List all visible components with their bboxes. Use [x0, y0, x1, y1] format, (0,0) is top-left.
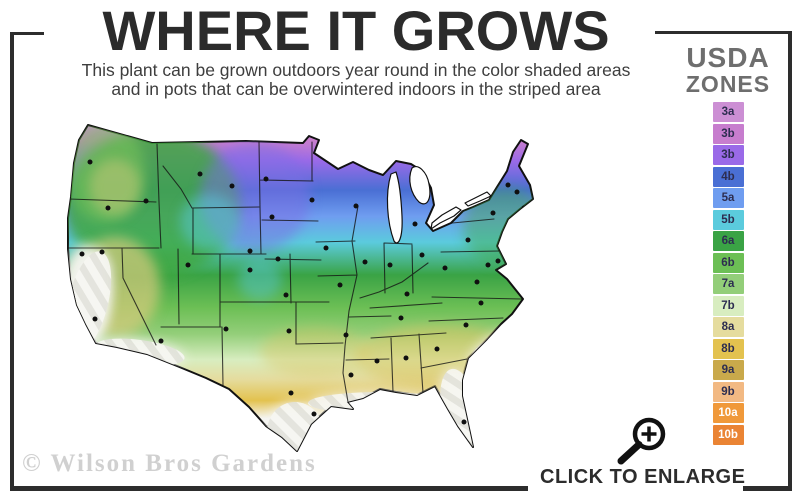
frame-right-border	[788, 31, 792, 490]
location-dot	[403, 355, 409, 361]
zone-swatch-7a: 7a	[712, 274, 744, 294]
location-dot	[247, 248, 253, 254]
great-lakes	[386, 166, 492, 244]
location-dot	[92, 316, 98, 322]
location-dot	[419, 252, 425, 258]
location-dot	[478, 300, 484, 306]
zone-swatch-3a: 3a	[712, 102, 744, 122]
zone-swatch-4b: 4b	[712, 166, 744, 187]
zone-swatch-8b: 8b	[712, 338, 744, 359]
location-dot	[269, 214, 275, 220]
watermark: © Wilson Bros Gardens	[22, 450, 317, 477]
location-dot	[465, 237, 471, 243]
location-dot	[197, 171, 203, 177]
usda-zones-map[interactable]	[60, 112, 640, 462]
location-dot	[99, 249, 105, 255]
location-dot	[404, 291, 410, 297]
location-dot	[505, 182, 511, 188]
zone-swatch-9a: 9a	[712, 360, 744, 380]
location-dot	[398, 315, 404, 321]
location-dot	[514, 189, 520, 195]
location-dot	[263, 176, 269, 182]
location-dot	[323, 245, 329, 251]
frame-left-border	[10, 32, 14, 490]
location-dot	[185, 262, 191, 268]
frame-top-left-segment	[10, 32, 44, 35]
location-dot	[286, 328, 292, 334]
frame-bottom-left-segment	[10, 486, 528, 491]
subtitle-line-2: and in pots that can be overwintered ind…	[111, 79, 601, 99]
location-dot	[105, 205, 111, 211]
click-to-enlarge-button[interactable]: CLICK TO ENLARGE	[540, 466, 746, 488]
zone-swatch-6b: 6b	[712, 252, 744, 273]
location-dot	[143, 198, 149, 204]
location-dot	[223, 326, 229, 332]
zone-swatch-10b: 10b	[712, 424, 744, 445]
location-dot	[343, 332, 349, 338]
location-dot	[495, 258, 501, 264]
location-dot	[337, 282, 343, 288]
subtitle-line-1: This plant can be grown outdoors year ro…	[81, 60, 631, 80]
magnifier-plus-icon[interactable]	[612, 408, 672, 468]
location-dot	[374, 358, 380, 364]
frame-bottom-right-segment	[743, 486, 792, 491]
zone-swatch-3b: 3b	[712, 145, 744, 165]
lake-huron	[409, 166, 431, 205]
location-dot	[229, 183, 235, 189]
location-dot	[288, 390, 294, 396]
zone-swatch-6a: 6a	[712, 231, 744, 251]
location-dot	[463, 322, 469, 328]
location-dot	[353, 203, 359, 209]
location-dot	[283, 292, 289, 298]
legend-title-usda: USDA	[686, 42, 770, 73]
location-dot	[362, 259, 368, 265]
page-title: WHERE IT GROWS	[102, 0, 610, 62]
location-dot	[461, 419, 467, 425]
zone-swatch-8a: 8a	[712, 317, 744, 337]
location-dot	[348, 372, 354, 378]
location-dot	[309, 197, 315, 203]
zone-swatch-3b: 3b	[712, 123, 744, 144]
location-dot	[275, 256, 281, 262]
location-dot	[509, 218, 515, 224]
location-dot	[434, 346, 440, 352]
zone-swatch-5a: 5a	[712, 188, 744, 208]
location-dot	[442, 265, 448, 271]
location-dot	[387, 262, 393, 268]
zone-swatch-7b: 7b	[712, 295, 744, 316]
usda-zones-legend: USDA ZONES 3a 3b 3b 4b 5a 5b 6a 6b 7a 7b 8a 8b 9a 9b 1…	[668, 44, 788, 445]
legend-title-zones: ZONES	[685, 71, 771, 97]
legend-title: USDA ZONES	[668, 42, 788, 97]
location-dot	[485, 262, 491, 268]
zone-list: 3a 3b 3b 4b 5a 5b 6a 6b 7a 7b 8a 8b 9a 9b 10a 10b	[668, 102, 788, 445]
location-dot	[490, 210, 496, 216]
location-dot	[87, 159, 93, 165]
location-dot	[474, 279, 480, 285]
lake-erie	[430, 206, 462, 230]
lake-michigan	[386, 171, 403, 244]
location-dot	[247, 267, 253, 273]
zone-swatch-10a: 10a	[712, 403, 744, 423]
zone-swatch-5b: 5b	[712, 209, 744, 230]
location-dot	[311, 411, 317, 417]
location-dot	[412, 221, 418, 227]
zone-swatch-9b: 9b	[712, 381, 744, 402]
location-dot	[79, 251, 85, 257]
location-dot	[158, 338, 164, 344]
state-boundaries	[68, 141, 522, 403]
lake-ontario	[464, 191, 492, 207]
frame-top-right-segment	[655, 31, 792, 34]
